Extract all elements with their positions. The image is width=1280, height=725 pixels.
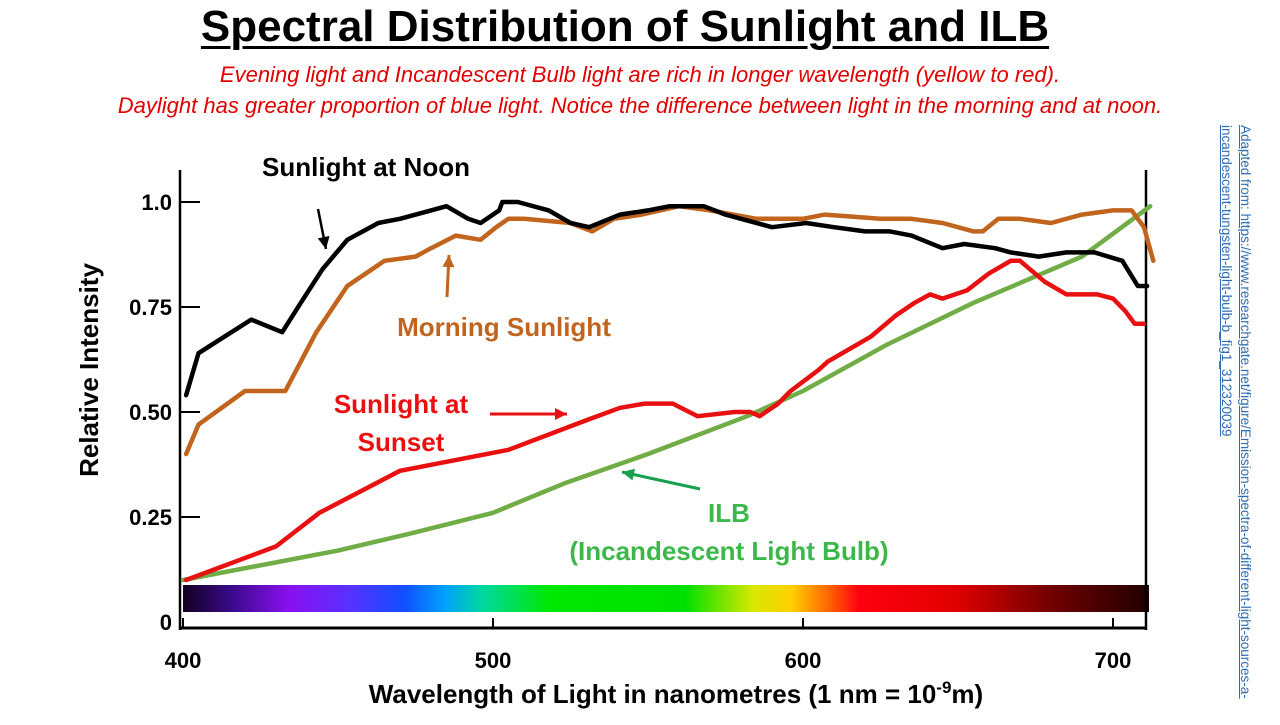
x-axis-label: Wavelength of Light in nanometres (1 nm … [369, 678, 983, 709]
series-label-ilb: ILB [708, 498, 750, 528]
subtitle-line-1: Evening light and Incandescent Bulb ligh… [219, 62, 1061, 87]
series-label-ilb: (Incandescent Light Bulb) [569, 536, 888, 566]
y-tick-label: 0.75 [129, 295, 172, 320]
series-line-ilb [180, 203, 1153, 583]
noon-label-arrow-head [317, 236, 330, 249]
x-tick-label: 700 [1095, 648, 1132, 673]
series-line-morning [183, 203, 1156, 457]
series-label-noon: Sunlight at Noon [262, 152, 470, 182]
series-label-sunset: Sunlight at [334, 389, 469, 419]
y-tick-label: 0 [160, 610, 172, 635]
x-tick-label: 500 [475, 648, 512, 673]
series-line-noon [183, 199, 1150, 398]
morning-label-arrow-head [442, 255, 455, 268]
series-line-sunset [183, 258, 1147, 583]
y-tick-label: 0.25 [129, 505, 172, 530]
y-tick-label: 0.50 [129, 400, 172, 425]
sunset-label-arrow-head [555, 408, 567, 420]
x-tick-label: 600 [785, 648, 822, 673]
x-tick-label: 400 [165, 648, 202, 673]
x-axis-label-main: Wavelength of Light in nanometres (1 nm … [369, 679, 937, 709]
subtitle-line-2: Daylight has greater proportion of blue … [117, 93, 1163, 118]
y-tick-label: 1.0 [141, 190, 172, 215]
series-label-morning: Morning Sunlight [397, 312, 611, 342]
series-label-sunset: Sunset [358, 427, 445, 457]
ilb-label-arrow-head [622, 468, 636, 481]
page-title: Spectral Distribution of Sunlight and IL… [200, 2, 1050, 51]
x-axis-label-suffix: m) [951, 679, 983, 709]
ilb-label-arrow [621, 470, 701, 491]
x-axis-label-exponent: -9 [936, 678, 951, 697]
y-axis-label: Relative Intensity [74, 263, 104, 477]
visible-spectrum-band [183, 585, 1149, 612]
